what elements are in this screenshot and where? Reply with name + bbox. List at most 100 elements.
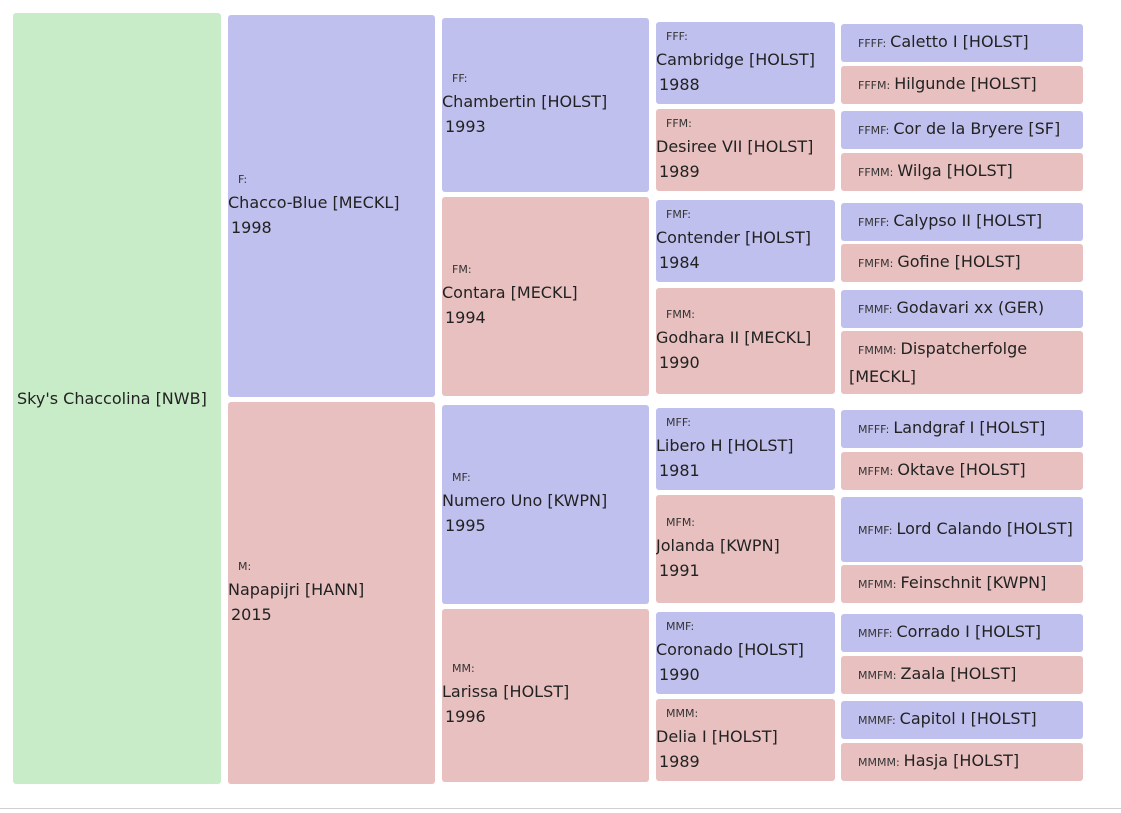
- ancestor-code: MMM:: [666, 706, 699, 720]
- sire-box: F: Chacco-Blue [MECKL] 1998: [228, 15, 435, 397]
- ancestor-name: Numero Uno [KWPN]: [442, 491, 608, 510]
- ancestor-box-mfmf: MFMF: Lord Calando [HOLST]: [841, 497, 1083, 562]
- sire-name: Chacco-Blue [MECKL]: [228, 192, 400, 212]
- ancestor-name: Dispatcherfolge [MECKL]: [849, 338, 1028, 386]
- ancestor-code: FMF:: [666, 207, 691, 221]
- ancestor-code: MMMM:: [858, 756, 900, 769]
- ancestor-code: FFF:: [666, 29, 688, 43]
- ancestor-box-fmfm: FMFM: Gofine [HOLST]: [841, 244, 1083, 282]
- dam-code: M:: [238, 559, 252, 573]
- ancestor-name: Oktave [HOLST]: [897, 460, 1026, 479]
- footer-divider: [0, 808, 1121, 809]
- ancestor-code: MMFF:: [858, 627, 893, 640]
- ancestor-name: Cor de la Bryere [SF]: [893, 119, 1061, 138]
- ancestor-code: FFMM:: [858, 166, 894, 179]
- ancestor-year: 1981: [659, 460, 700, 480]
- ancestor-name: Hasja [HOLST]: [903, 751, 1020, 770]
- ancestor-code: MM:: [452, 662, 475, 675]
- ancestor-box-fff: FFF: Cambridge [HOLST] 1988: [656, 22, 835, 104]
- ancestor-box-fmm: FMM: Godhara II [MECKL] 1990: [656, 288, 835, 394]
- ancestor-name: Jolanda [KWPN]: [656, 535, 780, 555]
- ancestor-box-ffmm: FFMM: Wilga [HOLST]: [841, 153, 1083, 191]
- ancestor-name: Godavari xx (GER): [896, 298, 1045, 317]
- ancestor-box-fmff: FMFF: Calypso II [HOLST]: [841, 203, 1083, 241]
- ancestor-box-mmff: MMFF: Corrado I [HOLST]: [841, 614, 1083, 652]
- ancestor-code: MMF:: [666, 619, 695, 633]
- ancestor-name: Delia I [HOLST]: [656, 726, 778, 746]
- ancestor-code: FMMM:: [858, 343, 897, 357]
- ancestor-code: FF:: [452, 71, 468, 85]
- ancestor-code: FM:: [452, 263, 472, 276]
- ancestor-box-mmfm: MMFM: Zaala [HOLST]: [841, 656, 1083, 694]
- sire-year: 1998: [231, 217, 272, 237]
- ancestor-name: Calypso II [HOLST]: [893, 211, 1043, 230]
- ancestor-year: 1989: [659, 161, 700, 181]
- ancestor-name: Hilgunde [HOLST]: [894, 74, 1037, 93]
- ancestor-name: Gofine [HOLST]: [897, 252, 1021, 271]
- ancestor-code: MMFM:: [858, 669, 897, 682]
- dam-box: M: Napapijri [HANN] 2015: [228, 402, 435, 784]
- subject-name: Sky's Chaccolina [NWB]: [17, 389, 207, 408]
- subject-box: Sky's Chaccolina [NWB]: [13, 13, 221, 784]
- ancestor-box-mm: MM: Larissa [HOLST] 1996: [442, 609, 649, 782]
- ancestor-box-mffm: MFFM: Oktave [HOLST]: [841, 452, 1083, 490]
- ancestor-year: 1989: [659, 751, 700, 771]
- ancestor-year: 1990: [659, 664, 700, 684]
- ancestor-code: MFFM:: [858, 465, 894, 478]
- ancestor-code: FMFM:: [858, 257, 894, 270]
- dam-name: Napapijri [HANN]: [228, 579, 365, 599]
- ancestor-code: FFFF:: [858, 37, 887, 50]
- ancestor-year: 1994: [445, 308, 486, 327]
- ancestor-code: FFFM:: [858, 79, 891, 92]
- ancestor-box-mmm: MMM: Delia I [HOLST] 1989: [656, 699, 835, 781]
- ancestor-code: FMFF:: [858, 216, 890, 229]
- ancestor-code: MFMF:: [858, 523, 893, 537]
- ancestor-name: Feinschnit [KWPN]: [900, 573, 1047, 592]
- ancestor-name: Larissa [HOLST]: [442, 682, 570, 701]
- ancestor-name: Cambridge [HOLST]: [656, 49, 815, 69]
- ancestor-code: MFF:: [666, 415, 691, 429]
- ancestor-name: Contender [HOLST]: [656, 227, 811, 247]
- ancestor-year: 1984: [659, 252, 700, 272]
- ancestor-box-ffm: FFM: Desiree VII [HOLST] 1989: [656, 109, 835, 191]
- dam-year: 2015: [231, 604, 272, 624]
- ancestor-code: MFM:: [666, 515, 696, 529]
- ancestor-box-ffmf: FFMF: Cor de la Bryere [SF]: [841, 111, 1083, 149]
- ancestor-year: 1988: [659, 74, 700, 94]
- ancestor-box-mmmm: MMMM: Hasja [HOLST]: [841, 743, 1083, 781]
- ancestor-code: MFMM:: [858, 578, 897, 591]
- ancestor-box-mmmf: MMMF: Capitol I [HOLST]: [841, 701, 1083, 739]
- ancestor-box-fmmm: FMMM: Dispatcherfolge [MECKL]: [841, 331, 1083, 394]
- ancestor-box-fmf: FMF: Contender [HOLST] 1984: [656, 200, 835, 282]
- ancestor-box-ff: FF: Chambertin [HOLST] 1993: [442, 18, 649, 192]
- ancestor-year: 1991: [659, 560, 700, 580]
- ancestor-box-fm: FM: Contara [MECKL] 1994: [442, 197, 649, 396]
- ancestor-name: Desiree VII [HOLST]: [656, 136, 814, 156]
- ancestor-code: FFM:: [666, 116, 692, 130]
- ancestor-name: Godhara II [MECKL]: [656, 327, 812, 347]
- ancestor-year: 1993: [445, 116, 486, 136]
- ancestor-box-mff: MFF: Libero H [HOLST] 1981: [656, 408, 835, 490]
- ancestor-code: FMMF:: [858, 303, 893, 316]
- ancestor-box-mfff: MFFF: Landgraf I [HOLST]: [841, 410, 1083, 448]
- ancestor-name: Capitol I [HOLST]: [899, 709, 1037, 728]
- ancestor-code: MFFF:: [858, 423, 890, 436]
- ancestor-name: Zaala [HOLST]: [900, 664, 1017, 683]
- ancestor-box-mfmm: MFMM: Feinschnit [KWPN]: [841, 565, 1083, 603]
- ancestor-year: 1990: [659, 352, 700, 372]
- ancestor-name: Chambertin [HOLST]: [442, 91, 608, 111]
- ancestor-name: Landgraf I [HOLST]: [893, 418, 1046, 437]
- ancestor-name: Lord Calando [HOLST]: [896, 518, 1073, 538]
- ancestor-name: Corrado I [HOLST]: [896, 622, 1041, 641]
- ancestor-name: Caletto I [HOLST]: [890, 32, 1029, 51]
- ancestor-box-ffff: FFFF: Caletto I [HOLST]: [841, 24, 1083, 62]
- sire-code: F:: [238, 172, 248, 186]
- ancestor-code: FFMF:: [858, 124, 890, 137]
- ancestor-box-mfm: MFM: Jolanda [KWPN] 1991: [656, 495, 835, 603]
- ancestor-name: Coronado [HOLST]: [656, 639, 804, 659]
- ancestor-code: MMMF:: [858, 714, 896, 727]
- ancestor-box-mf: MF: Numero Uno [KWPN] 1995: [442, 405, 649, 604]
- ancestor-box-fffm: FFFM: Hilgunde [HOLST]: [841, 66, 1083, 104]
- ancestor-code: FMM:: [666, 307, 696, 321]
- ancestor-name: Contara [MECKL]: [442, 283, 578, 302]
